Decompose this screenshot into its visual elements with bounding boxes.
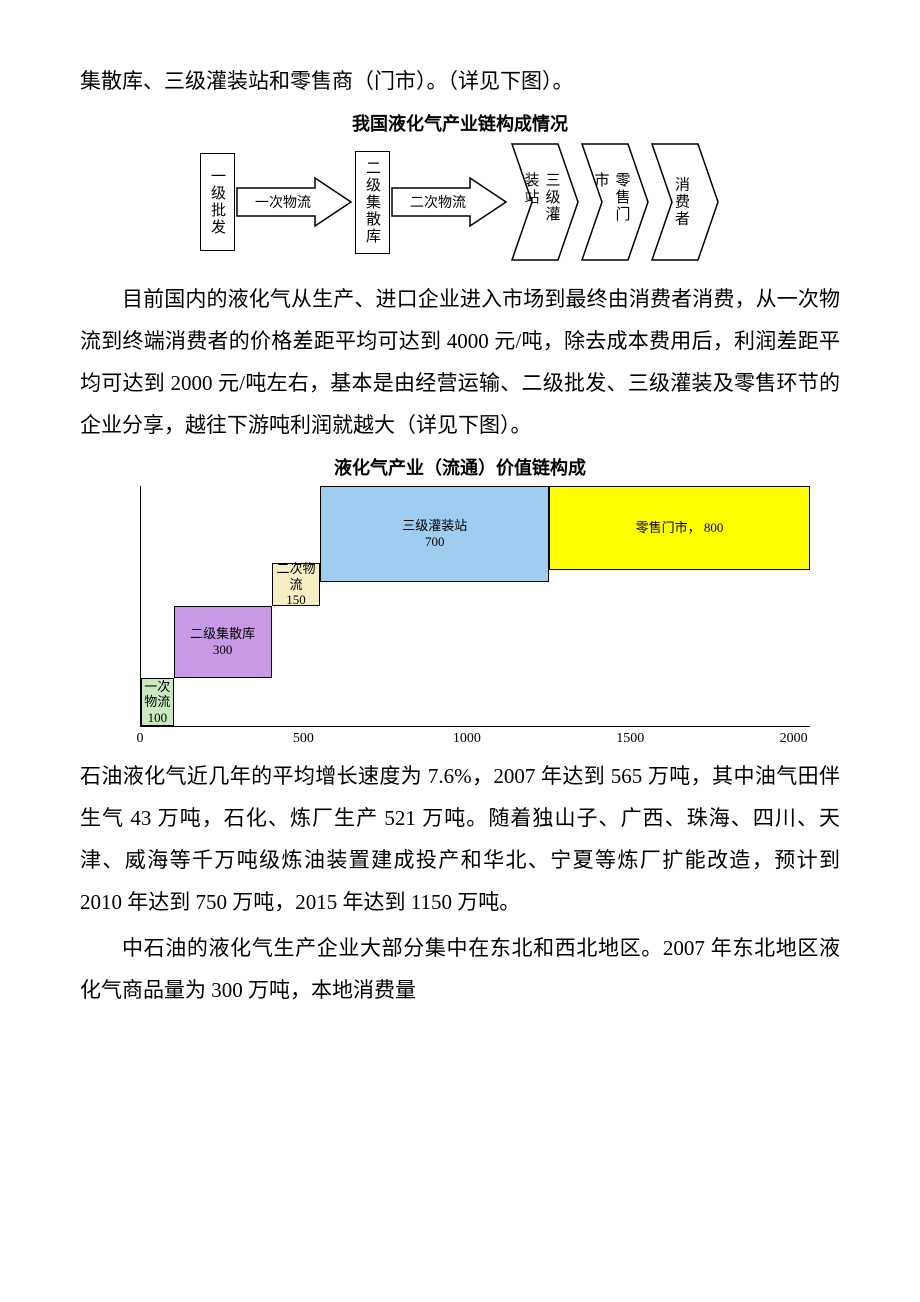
waterfall-bar-value: 150 xyxy=(286,592,306,608)
supply-chain-flowchart: 一级批发 一次物流 二级集散库 二次物流 三级灌装站 零售门市 消费者 xyxy=(80,142,840,262)
flow-arrow-1-label: 一次物流 xyxy=(255,192,311,212)
waterfall-bar-value: 300 xyxy=(213,642,233,658)
x-tick: 1500 xyxy=(616,731,644,747)
paragraph-4: 中石油的液化气生产企业大部分集中在东北和西北地区。2007 年东北地区液化气商品… xyxy=(80,927,840,1011)
paragraph-2: 目前国内的液化气从生产、进口企业进入市场到最终由消费者消费，从一次物流到终端消费… xyxy=(80,278,840,446)
waterfall-bar-1: 二级集散库300 xyxy=(174,606,272,678)
flow-chevron-2: 零售门市 xyxy=(580,142,650,262)
waterfall-bar-value: 700 xyxy=(425,534,445,550)
flow-node-4: 零售门市 xyxy=(591,172,633,232)
waterfall-bar-3: 三级灌装站700 xyxy=(320,486,548,582)
waterfall-bar-label: 一次物流 xyxy=(142,679,173,710)
x-tick: 0 xyxy=(137,731,144,747)
flowchart-title: 我国液化气产业链构成情况 xyxy=(80,110,840,136)
flow-node-1: 一级批发 xyxy=(200,153,235,251)
intro-line: 集散库、三级灌装站和零售商（门市）。（详见下图）。 xyxy=(80,60,840,102)
flow-node-2: 二级集散库 xyxy=(355,151,390,254)
x-tick: 1000 xyxy=(453,731,481,747)
waterfall-bar-label: 三级灌装站 xyxy=(402,518,467,534)
waterfall-bar-label: 二次物流 xyxy=(273,561,320,592)
flow-node-5: 消费者 xyxy=(671,177,692,228)
flow-node-3: 三级灌装站 xyxy=(521,172,563,232)
x-tick: 500 xyxy=(293,731,314,747)
waterfall-title: 液化气产业（流通）价值链构成 xyxy=(80,454,840,480)
flow-arrow-2-label: 二次物流 xyxy=(410,192,466,212)
flow-arrow-1: 一次物流 xyxy=(235,174,355,230)
paragraph-3: 石油液化气近几年的平均增长速度为 7.6%，2007 年达到 565 万吨，其中… xyxy=(80,755,840,923)
waterfall-bar-label: 二级集散库 xyxy=(190,626,255,642)
value-chain-waterfall: 一次物流100二级集散库300二次物流150三级灌装站700零售门市， 800 … xyxy=(80,486,840,751)
flow-arrow-2: 二次物流 xyxy=(390,174,510,230)
waterfall-bar-0: 一次物流100 xyxy=(141,678,174,726)
x-tick: 2000 xyxy=(780,731,808,747)
waterfall-bar-4: 零售门市， 800 xyxy=(549,486,810,570)
waterfall-bar-label: 零售门市， 800 xyxy=(636,520,724,536)
flow-chevron-1: 三级灌装站 xyxy=(510,142,580,262)
flow-chevron-3: 消费者 xyxy=(650,142,720,262)
waterfall-bar-value: 100 xyxy=(148,710,168,726)
waterfall-bar-2: 二次物流150 xyxy=(272,563,321,606)
